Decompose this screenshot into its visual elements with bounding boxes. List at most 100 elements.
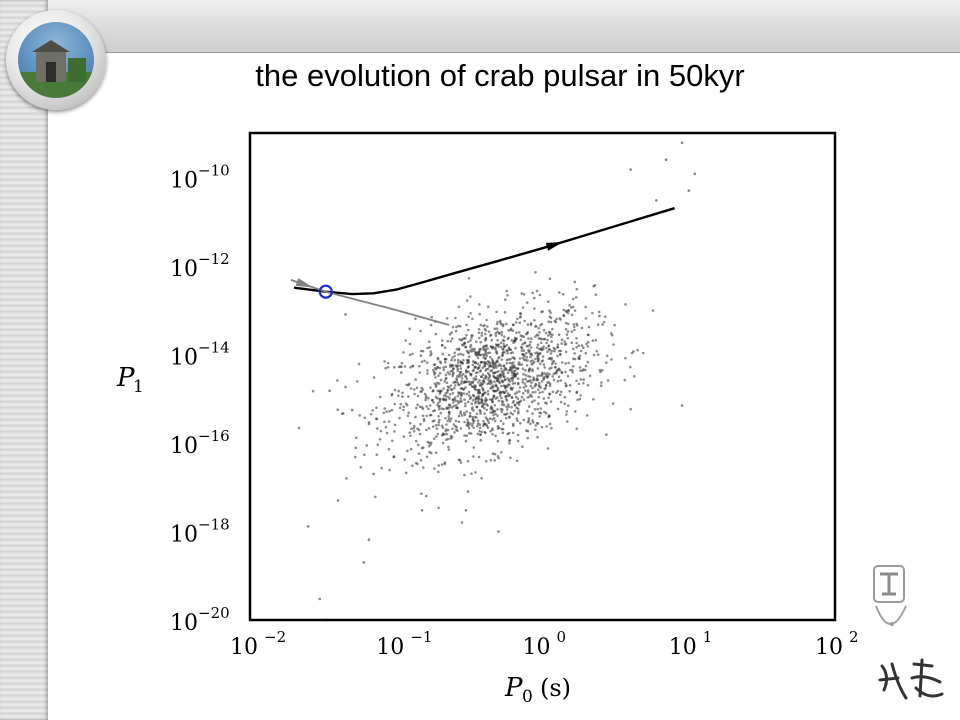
data-point [367,422,371,426]
data-point [494,383,498,387]
data-point [383,360,386,363]
data-point [557,333,561,337]
data-point [442,397,445,401]
data-point [451,391,455,395]
data-point [513,382,517,385]
data-point [548,331,552,334]
alternate-track-line [290,279,450,326]
data-point [523,342,526,345]
data-point [538,293,542,297]
data-point [535,289,539,293]
data-point [491,365,495,368]
data-point [481,393,485,397]
data-point [437,423,440,427]
data-point [414,378,417,381]
data-point [476,400,480,403]
data-point [454,419,458,423]
data-point [521,445,524,449]
data-point [442,368,446,372]
data-point [573,325,576,329]
data-point [463,420,466,424]
data-point [568,304,571,307]
data-point [535,422,539,425]
data-point [390,392,394,396]
data-point [567,322,570,326]
data-point [446,339,450,343]
data-point [507,394,511,398]
data-point [443,394,446,397]
data-point [505,405,509,409]
data-point [468,431,471,435]
data-point [552,372,556,376]
data-point [540,374,544,377]
data-point [543,376,546,379]
data-point [519,312,522,316]
data-point [559,318,562,321]
data-point [580,326,584,330]
data-point [549,352,553,355]
data-point [527,419,531,422]
data-point [549,400,553,403]
data-point [529,355,532,359]
data-point [564,350,568,354]
data-point [516,407,520,411]
data-point [414,439,418,443]
y-tick-label: 10 [170,611,198,636]
data-point [509,456,512,460]
data-point [544,331,548,335]
data-point [509,328,512,332]
y-tick-label: 10 [170,434,198,459]
data-point [417,443,420,447]
data-point [564,309,568,313]
data-point [542,345,545,349]
data-point [521,353,524,356]
data-point [577,382,581,386]
data-point [596,353,600,356]
data-point [443,357,447,361]
data-point [369,412,373,416]
data-point [496,320,499,324]
data-point [516,411,520,415]
data-point [481,373,485,376]
data-point [534,271,537,274]
data-point [529,393,532,397]
data-point [433,371,437,375]
data-point [602,320,606,324]
data-point [493,459,497,462]
data-point [474,471,477,474]
data-point [471,363,475,367]
data-point [520,292,523,295]
data-point [535,377,539,380]
data-point [506,371,510,375]
outlier-point [306,525,310,528]
data-point [575,287,579,291]
data-point [547,320,551,324]
data-point [371,409,375,412]
data-point [336,379,339,382]
data-point [506,403,510,406]
data-point [579,378,583,381]
data-point [482,420,485,423]
data-point [547,344,551,348]
data-point [548,384,552,388]
data-point [568,390,571,393]
data-point [480,334,484,337]
data-point [508,439,511,443]
data-point [517,403,521,406]
x-tick-exponent: 0 [557,628,567,646]
data-point [546,338,549,342]
data-point [550,349,553,353]
data-point [495,350,498,353]
data-point [505,389,508,393]
data-point [467,340,470,344]
data-point [431,425,435,428]
outlier-point [344,313,347,316]
data-point [558,291,561,294]
data-point [437,401,440,405]
data-point [516,382,520,386]
data-point [474,400,478,403]
university-emblem-icon [873,565,907,626]
data-point [508,415,511,419]
data-point [501,431,505,435]
data-point [500,396,503,400]
